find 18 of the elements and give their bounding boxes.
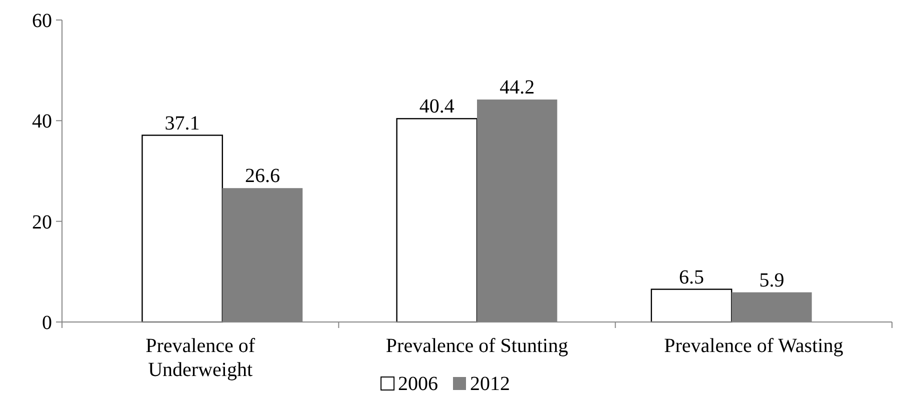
x-tick-label: Prevalence of Stunting (386, 335, 568, 357)
data-label: 37.1 (164, 112, 200, 134)
bar (650, 288, 732, 323)
data-label: 6.5 (679, 266, 704, 288)
legend-label: 2012 (470, 373, 510, 395)
data-label: 26.6 (245, 165, 280, 188)
y-tick-label: 20 (32, 211, 52, 234)
x-tick-label: Prevalence of Underweight (146, 335, 256, 381)
x-tick-label: Prevalence of Wasting (664, 335, 844, 357)
y-tick-label: 40 (32, 110, 52, 133)
y-tick-label: 0 (42, 312, 52, 334)
data-label: 40.4 (419, 96, 454, 118)
data-label: 44.2 (500, 76, 535, 99)
y-tick-label: 60 (32, 10, 52, 32)
data-label: 5.9 (759, 269, 784, 292)
legend-label: 2006 (398, 373, 438, 395)
bar (142, 134, 223, 323)
bar (396, 118, 478, 323)
